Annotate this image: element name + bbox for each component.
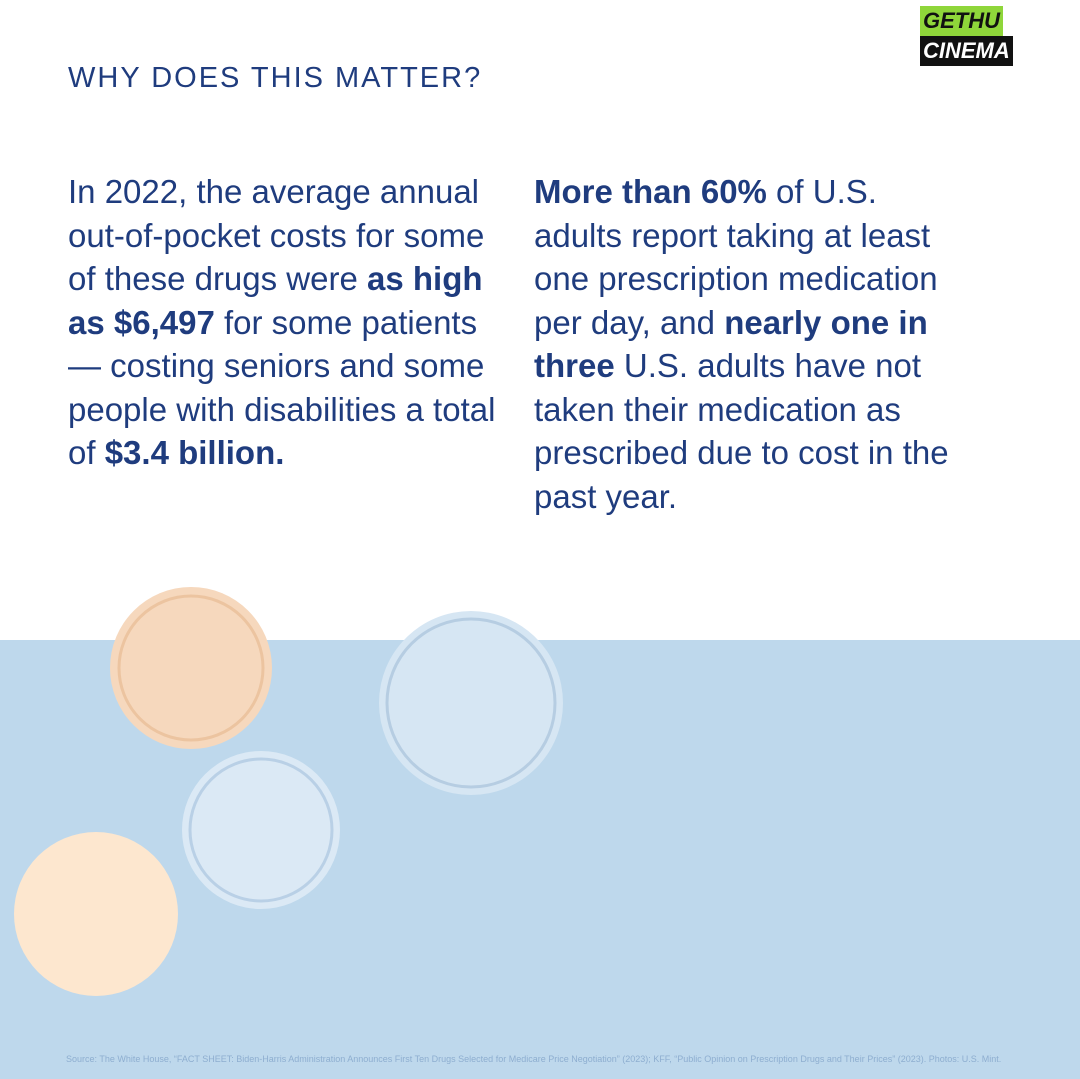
peach-circle xyxy=(14,832,178,996)
left-column: In 2022, the average annual out-of-pocke… xyxy=(68,170,508,475)
bold-text: $3.4 billion. xyxy=(104,434,285,471)
body-text: U.S. adults have not taken their medicat… xyxy=(534,347,949,515)
watermark-left: GETHU xyxy=(920,6,1003,36)
bold-text: More than 60% xyxy=(534,173,767,210)
penny-rim xyxy=(117,594,265,742)
body-text: for some patients— costing seniors and s… xyxy=(68,303,496,472)
source-note: Source: The White House, “FACT SHEET: Bi… xyxy=(66,1054,1002,1064)
bold-text: as high as $6,497 xyxy=(68,260,483,341)
body-text: of U.S. adults report taking at least on… xyxy=(534,173,938,341)
bold-text: nearly one in three xyxy=(534,303,928,385)
watermark-right: CINEMA xyxy=(920,36,1013,66)
nickel-rim xyxy=(385,617,557,789)
dime-rim xyxy=(188,757,334,903)
watermark: GETHUCINEMA xyxy=(920,6,1074,66)
heading: WHY DOES THIS MATTER? xyxy=(68,62,483,94)
nickel xyxy=(379,611,563,795)
body-text: In 2022, the average annual out-of-pocke… xyxy=(68,173,485,297)
penny xyxy=(110,587,272,749)
right-column: More than 60% of U.S. adults report taki… xyxy=(534,170,954,518)
dime xyxy=(182,751,340,909)
